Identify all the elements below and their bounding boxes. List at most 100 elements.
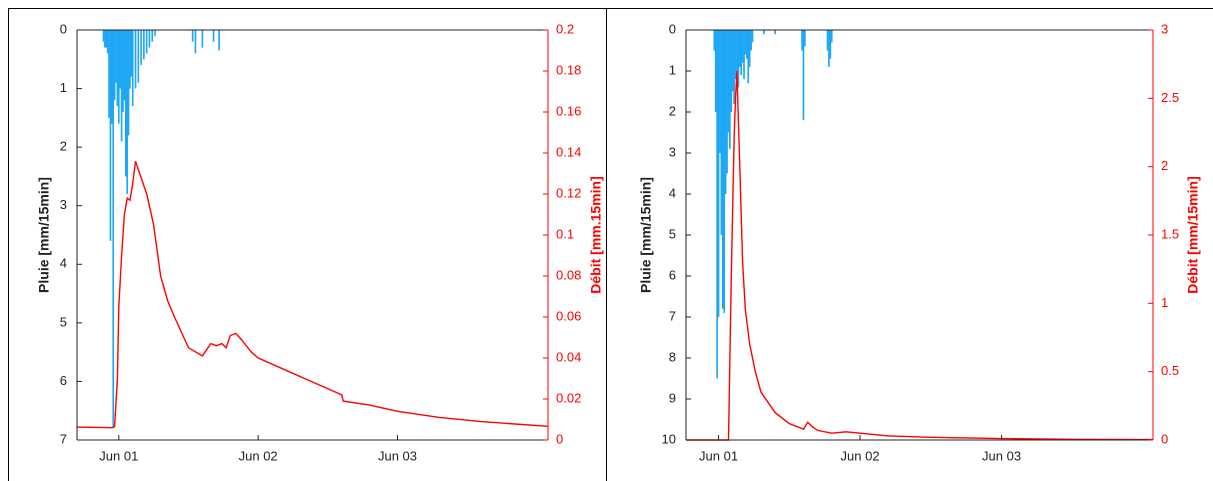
y2-tick-label: 0 [556,431,563,446]
y2-tick-label: 2.5 [1161,90,1179,105]
rain-bar [826,30,829,51]
rain-bar [124,30,127,177]
rain-bar [737,30,740,88]
rain-bar [748,30,751,67]
rain-bar [113,30,116,101]
rain-bar [720,30,723,235]
rain-bar [137,30,140,83]
rain-bar [830,30,833,43]
rain-bar [130,30,133,77]
rain-bar [201,30,204,48]
flow-line [76,160,549,429]
rain-bar [734,30,737,80]
y2-tick-label: 0.08 [556,267,581,282]
rain-bar [105,30,108,48]
y2-tick-label: 0.18 [556,62,581,77]
rain-bar [762,30,765,35]
y-tick-label: 2 [60,139,67,154]
rain-bar [119,30,122,89]
y-tick-label: 1 [60,80,67,95]
y2-tick-label: 0.14 [556,144,581,159]
y2-tick-label: 1.5 [1161,226,1179,241]
y-tick-label: 6 [669,267,676,282]
y2-tick-label: 0.06 [556,308,581,323]
y2-tick-label: 0.16 [556,103,581,118]
rain-bar [743,30,745,80]
y2-tick-label: 0.04 [556,349,581,364]
x-tick-label: Jun 02 [841,448,880,463]
y2-tick-label: 0.12 [556,185,581,200]
rain-bar [104,30,106,48]
rain-bar [123,30,126,101]
y2-tick-label: 0 [1161,431,1168,446]
y-tick-label: 4 [669,185,676,200]
y-axis-label: Pluie [mm/15min] [36,177,52,293]
y2-tick-label: 0.02 [556,390,581,405]
rain-bar [116,30,119,107]
x-tick-label: Jun 01 [99,448,138,463]
rain-bar [740,30,743,76]
rain-bar [120,30,123,142]
rain-bar [716,30,718,379]
rain-bar [109,30,112,241]
rain-bar [129,30,131,89]
rain-bar [726,30,728,174]
rain-bar [719,30,721,153]
rain-bar [724,30,727,194]
rain-bar [802,30,805,121]
y2-tick-label: 0.5 [1161,363,1179,378]
rain-bar [741,30,744,63]
y-tick-label: 5 [669,226,676,241]
rain-bar [117,30,120,124]
y-tick-label: 10 [662,431,676,446]
x-tick-label: Jun 03 [378,448,417,463]
rain-bar [112,30,115,429]
rain-bar [723,30,726,313]
rain-bar [750,30,752,51]
y-tick-label: 3 [60,197,67,212]
y2-tick-label: 0.1 [556,226,574,241]
rain-bar [108,30,110,118]
rain-bar [212,30,215,42]
rain-bar [106,30,109,54]
y-tick-label: 3 [669,144,676,159]
x-tick-label: Jun 02 [239,448,278,463]
y-tick-label: 7 [60,431,67,446]
rain-bar [218,30,220,51]
rain-bar [148,30,151,48]
x-tick-label: Jun 01 [699,448,738,463]
rain-bar [829,30,832,59]
y-tick-label: 6 [60,373,67,388]
rain-bar [731,30,734,92]
rain-bar [736,30,738,71]
rain-bar [127,30,130,136]
y-tick-label: 0 [60,21,67,36]
rain-bar [134,30,137,89]
rain-bar [131,30,134,107]
x-tick-label: Jun 03 [982,448,1021,463]
rain-bar [744,30,747,55]
rain-bar [122,30,124,112]
y2-tick-label: 0.2 [556,21,574,36]
y2-axis-label: Débit [mm/15min] [1185,176,1201,293]
y-axis-label: Pluie [mm/15min] [638,177,654,293]
rain-bar [738,30,741,67]
rain-bar [713,30,716,51]
rain-bar [140,30,142,66]
y-tick-label: 4 [60,256,67,271]
rain-bar [746,30,748,59]
y2-axis-label: Débit [mm.15min] [588,176,604,293]
rain-bar [111,30,113,124]
rain-bar [721,30,724,309]
rain-bar [804,30,806,47]
rain-bar [145,30,148,54]
rain-bar [194,30,197,54]
rain-bar [747,30,750,84]
rain-bar [126,30,128,194]
rain-bar [733,30,735,104]
rain-bar [751,30,754,43]
y-tick-label: 0 [669,21,676,36]
rain-bar [730,30,733,112]
